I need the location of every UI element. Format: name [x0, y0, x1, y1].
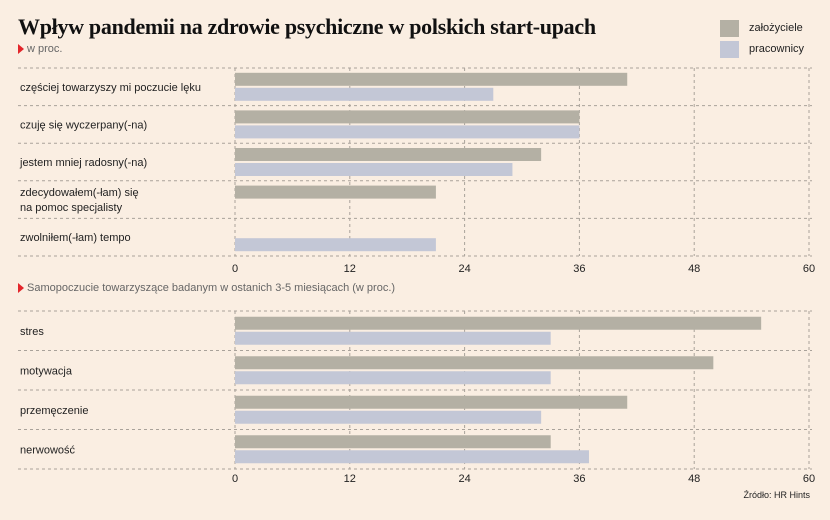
chart-1-tick-label-0: 0 [232, 263, 238, 275]
chart-1-bar-employees-1 [235, 125, 580, 139]
chart-1-bar-employees-0 [235, 87, 494, 101]
legend: założyciele pracownicy [720, 18, 804, 60]
chart-2-bar-employees-3 [235, 450, 589, 464]
legend-item-founders: założyciele [720, 18, 804, 38]
chart-2-tick-label-3: 36 [573, 473, 585, 485]
chart-2-bar-founders-2 [235, 395, 628, 409]
chart-1-category-label-2: jestem mniej radosny(-na) [19, 157, 147, 169]
subtitle-1-text: w proc. [27, 43, 63, 55]
chart-2-bar-founders-0 [235, 316, 762, 330]
chart-1-category-label-3-1: na pomoc specjalisty [20, 202, 123, 214]
chart-1-bar-founders-0 [235, 72, 628, 86]
chart-1-category-label-0: częściej towarzyszy mi poczucie lęku [20, 82, 201, 94]
chart-1-tick-label-1: 12 [344, 263, 356, 275]
chart-2-bar-employees-0 [235, 331, 551, 345]
chart-1-category-label-3-0: zdecydowałem(-łam) się [20, 187, 139, 199]
chart-1: częściej towarzyszy mi poczucie lęku czuj… [18, 67, 815, 275]
chart-1-bar-founders-1 [235, 110, 580, 124]
chart-1-bar-founders-2 [235, 148, 542, 161]
chart-2-bar-employees-2 [235, 410, 542, 424]
chart-2-category-label-2: przemęczenie [20, 405, 88, 417]
chart-2-bar-founders-3 [235, 435, 551, 449]
chart-1-bar-employees-2 [235, 163, 513, 176]
chart-2-tick-label-1: 12 [344, 473, 356, 485]
chart-1-tick-label-2: 24 [458, 263, 470, 275]
chart-2-tick-label-5: 60 [803, 473, 815, 485]
chart-2-category-label-1: motywacja [20, 365, 73, 377]
legend-label-founders: założyciele [749, 22, 803, 34]
chart-1-category-label-4: zwolniłem(-łam) tempo [20, 232, 131, 244]
legend-swatch-founders [720, 19, 739, 37]
chart-2-category-label-3: nerwowość [20, 444, 76, 456]
chart-1-tick-label-4: 48 [688, 263, 700, 275]
chart-1-category-label-1: czuję się wyczerpany(-na) [20, 119, 147, 131]
chart-2-tick-label-2: 24 [458, 473, 470, 485]
subtitle-2-text: Samopoczucie towarzyszące badanym w osta… [27, 282, 396, 294]
chart-2-bar-employees-1 [235, 371, 551, 385]
red-triangle-icon [18, 44, 24, 54]
chart-2-tick-label-0: 0 [232, 473, 238, 485]
chart-2-bar-founders-1 [235, 356, 714, 370]
chart-1-bar-employees-4 [235, 238, 436, 252]
chart-1-bar-founders-3 [235, 185, 436, 199]
chart-2-tick-label-4: 48 [688, 473, 700, 485]
subtitle-1: w proc. [18, 43, 62, 55]
subtitle-2: Samopoczucie towarzyszące badanym w osta… [18, 282, 395, 294]
source-note: Źródło: HR Hints [743, 490, 810, 500]
chart-2-category-label-0: stres [20, 326, 44, 338]
chart-title: Wpływ pandemii na zdrowie psychiczne w p… [18, 14, 596, 39]
red-triangle-icon [18, 283, 24, 293]
chart-1-tick-label-5: 60 [803, 263, 815, 275]
chart-1-tick-label-3: 36 [573, 263, 585, 275]
legend-item-employees: pracownicy [720, 39, 804, 59]
legend-swatch-employees [720, 40, 739, 58]
legend-label-employees: pracownicy [749, 43, 805, 55]
